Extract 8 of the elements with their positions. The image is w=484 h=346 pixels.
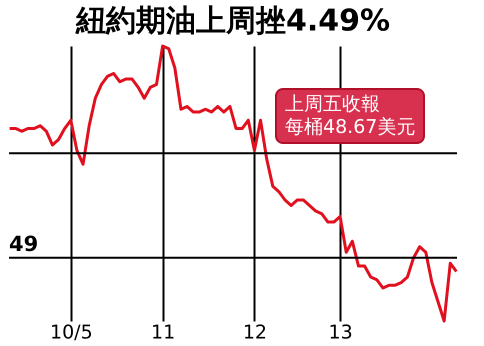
annotation: 每桶48.67美元 <box>285 116 416 139</box>
chart-title: 紐約期油上周挫4.49% <box>74 4 390 38</box>
x-tick-label: 12 <box>242 322 268 344</box>
annotation: 上周五收報 <box>285 93 381 116</box>
x-tick-label: 10/5 <box>50 322 93 344</box>
x-tick-label: 11 <box>151 322 176 344</box>
annotation: 49 <box>9 232 38 256</box>
x-tick-label: 13 <box>328 322 353 344</box>
